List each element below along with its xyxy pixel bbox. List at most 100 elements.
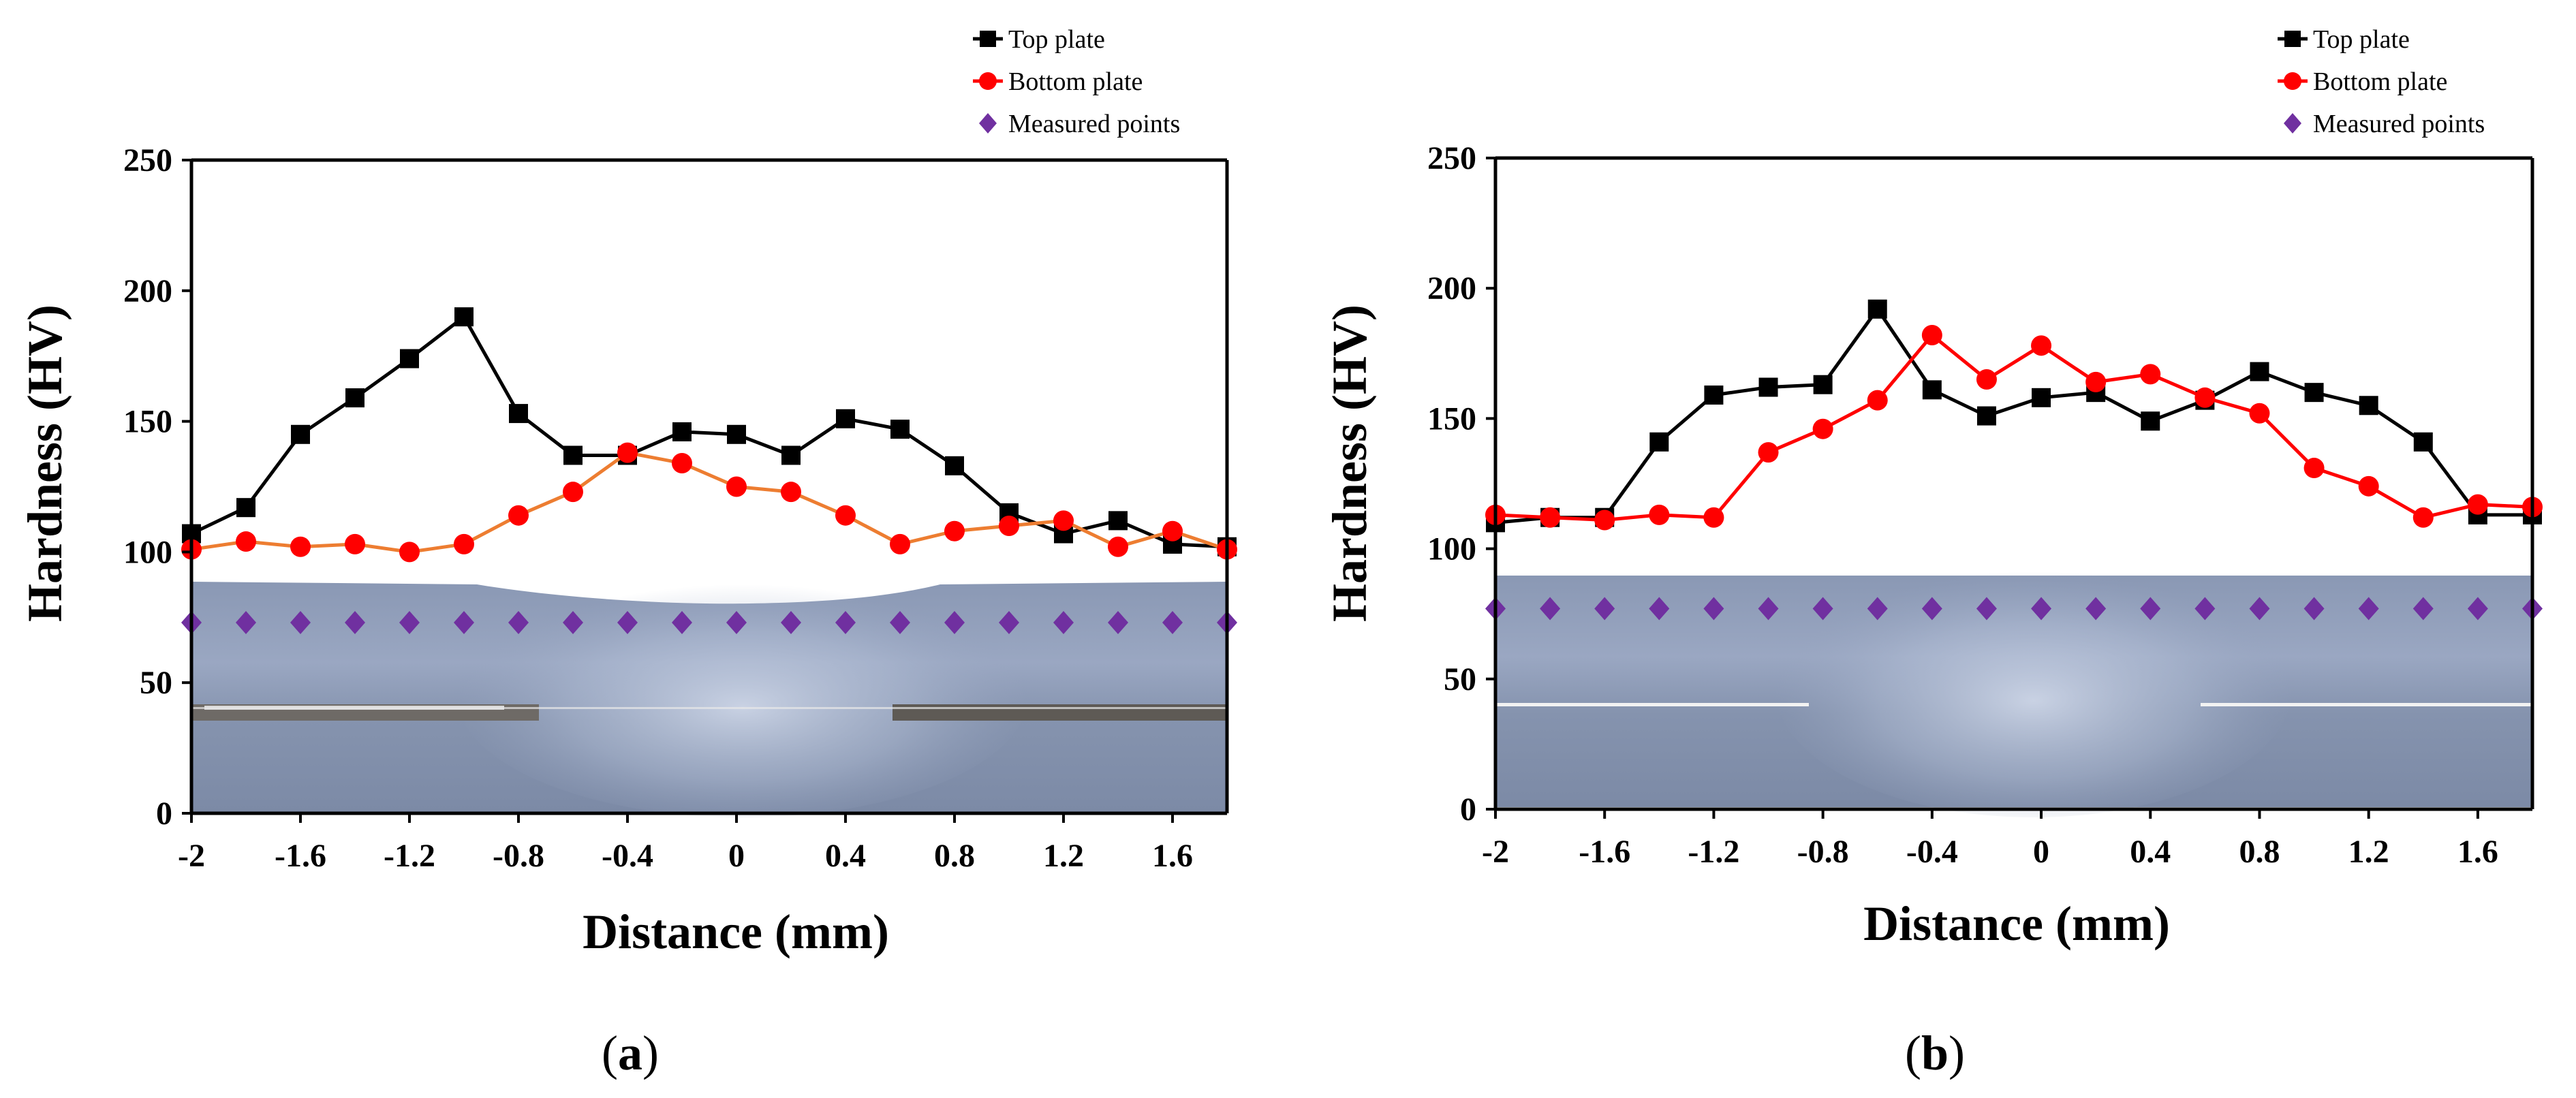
data-point-measured-points [563,610,583,634]
data-point-measured-points [1108,610,1128,634]
data-point-top-plate [563,445,583,465]
y-axis-label: Hardness (HV) [18,304,72,622]
data-point-measured-points [399,610,420,634]
y-tick-label: 100 [123,534,172,570]
data-point-bottom-plate [1758,442,1779,463]
data-point-bottom-plate [2085,371,2107,392]
y-tick-label: 250 [1427,140,1476,176]
micrograph-background [1495,554,2532,817]
x-tick-label: 1.2 [2348,834,2389,870]
x-tick-label: -1.2 [1688,834,1739,870]
data-point-bottom-plate [399,542,420,563]
data-point-bottom-plate [1921,325,1942,346]
data-point-measured-points [1540,597,1561,621]
data-point-measured-points [2303,597,2325,621]
data-point-bottom-plate [1649,504,1670,525]
micrograph-background [191,572,1227,817]
data-point-bottom-plate [672,452,692,473]
data-point-measured-points [236,610,256,634]
data-point-bottom-plate [1976,369,1997,390]
data-point-bottom-plate [1108,536,1128,557]
panel-open: ( [1905,1026,1921,1080]
data-point-bottom-plate [726,476,747,497]
data-point-measured-points [672,610,692,634]
data-point-top-plate [1758,377,1778,397]
data-point-bottom-plate [508,505,529,526]
data-point-top-plate [1922,380,1942,400]
chart-b: 0 50 100 150 200 250 -2 -1.6 -1.2 -0.8 -0.4 0 0.4 0.8… [1322,25,2543,1080]
data-point-top-plate [1108,511,1128,531]
micrograph-weld-zone [1775,559,2293,817]
x-tick-label: 0.4 [2130,834,2171,870]
y-tick-label: 100 [1427,531,1476,567]
x-tick-label: -1.6 [1579,834,1630,870]
data-point-measured-points [944,610,965,634]
data-point-bottom-plate [1812,418,1833,439]
data-point-measured-points [781,610,801,634]
data-point-measured-points [1053,610,1074,634]
y-tick-label: 200 [123,273,172,309]
data-point-measured-points [2194,597,2216,621]
data-point-bottom-plate [2358,475,2379,497]
panel-close: ) [642,1026,659,1080]
data-point-measured-points [2412,597,2434,621]
data-point-bottom-plate [835,505,856,526]
data-point-top-plate [945,456,964,475]
x-tick-label: -0.8 [493,838,544,874]
x-tick-label: 1.2 [1043,838,1084,874]
data-point-top-plate [2413,432,2433,452]
data-point-measured-points [726,610,747,634]
data-point-bottom-plate [1867,390,1888,411]
data-point-measured-points [1867,597,1888,621]
data-point-measured-points [1594,597,1615,621]
data-point-bottom-plate [1703,507,1724,528]
data-point-measured-points [999,610,1019,634]
data-point-top-plate [727,424,746,444]
data-point-bottom-plate [2412,507,2434,528]
data-point-bottom-plate [944,520,965,542]
data-point-measured-points [2140,597,2161,621]
data-point-top-plate [2250,362,2269,381]
x-axis-label: Distance (mm) [1863,896,2170,951]
data-point-bottom-plate [890,533,910,554]
data-point-top-plate [236,498,255,518]
x-tick-label: 0.8 [934,838,975,874]
data-point-bottom-plate [1053,510,1074,531]
legend-marker-top-plate [980,31,996,47]
data-point-top-plate [1867,299,1887,319]
data-point-measured-points [2358,597,2379,621]
y-axis-label: Hardness (HV) [1322,304,1377,622]
y-tick-label: 150 [1427,401,1476,437]
panel-close: ) [1949,1026,1965,1080]
legend-marker-measured-points [2284,113,2301,134]
data-point-measured-points [1812,597,1833,621]
x-tick-label: 1.6 [2457,834,2498,870]
data-point-bottom-plate [454,533,474,554]
micrograph-interface-right [2201,703,2532,706]
data-point-top-plate [836,409,855,428]
legend: Top plate Bottom plate Measured points [2278,25,2485,138]
data-point-measured-points [1976,597,1997,621]
panel-open: ( [602,1026,618,1080]
data-point-bottom-plate [2303,458,2325,479]
data-point-measured-points [2031,597,2052,621]
data-point-bottom-plate [2467,494,2488,515]
data-point-measured-points [617,610,638,634]
data-point-bottom-plate [2249,403,2270,424]
legend-label-bottom-plate: Bottom plate [1008,67,1143,96]
legend-label-measured-points: Measured points [2313,110,2485,138]
data-point-top-plate [2359,396,2378,415]
data-point-measured-points [345,610,365,634]
x-tick-label: 0.8 [2239,834,2280,870]
data-point-measured-points [835,610,856,634]
data-point-bottom-plate [2194,387,2216,408]
data-point-measured-points [1758,597,1779,621]
data-point-measured-points [1921,597,1942,621]
legend-label-top-plate: Top plate [1008,25,1105,54]
legend-marker-top-plate [2284,31,2301,47]
data-point-bottom-plate [2140,364,2161,385]
data-point-measured-points [890,610,910,634]
legend-label-bottom-plate: Bottom plate [2313,67,2447,96]
x-tick-label: -0.4 [1906,834,1958,870]
data-point-bottom-plate [290,536,311,557]
